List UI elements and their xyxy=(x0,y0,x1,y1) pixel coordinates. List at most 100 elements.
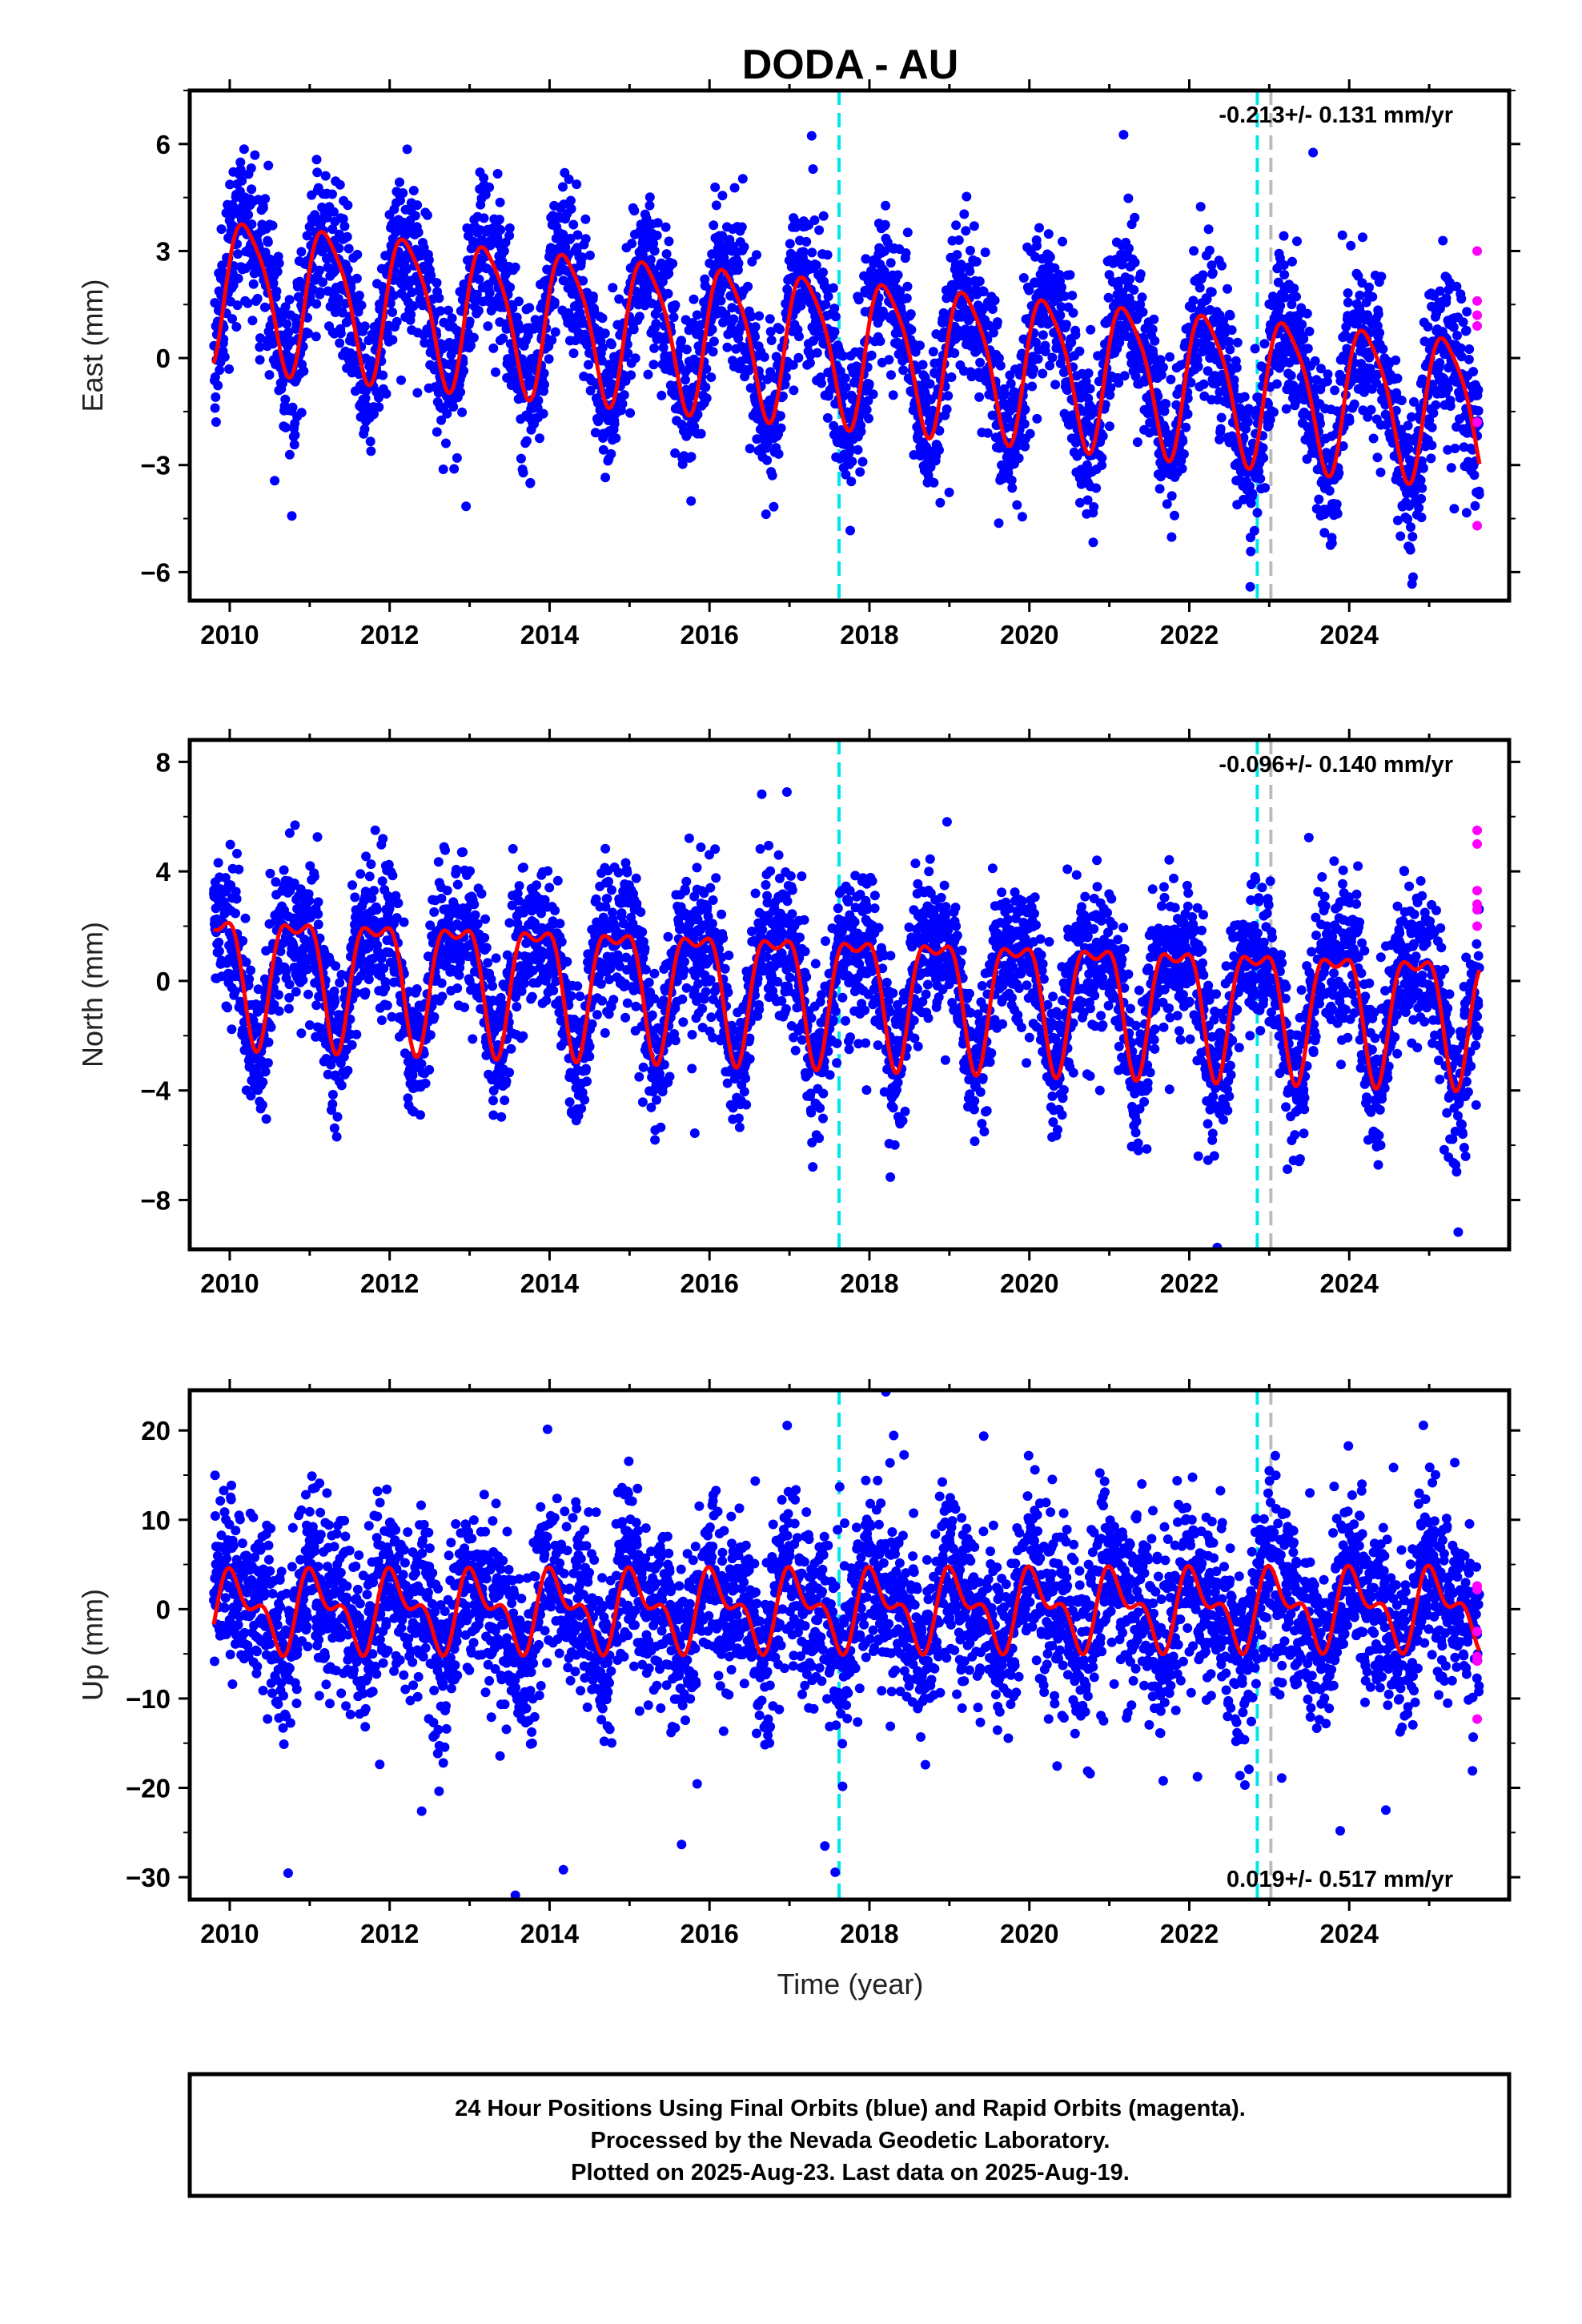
final-orbit-point xyxy=(716,296,726,306)
final-orbit-point xyxy=(227,314,237,324)
final-orbit-point xyxy=(371,905,382,915)
final-orbit-point xyxy=(572,179,582,190)
final-orbit-point xyxy=(565,233,576,243)
final-orbit-point xyxy=(1203,366,1213,376)
final-orbit-point xyxy=(296,1028,307,1039)
final-orbit-point xyxy=(1204,245,1215,255)
final-orbit-point xyxy=(558,182,568,192)
final-orbit-point xyxy=(649,343,660,353)
final-orbit-point xyxy=(216,224,227,235)
final-orbit-point xyxy=(350,892,360,903)
final-orbit-point xyxy=(767,470,777,480)
final-orbit-point xyxy=(263,1058,273,1068)
final-orbit-point xyxy=(315,287,325,297)
final-orbit-point xyxy=(413,227,424,238)
final-orbit-point xyxy=(840,373,850,384)
final-orbit-point xyxy=(232,300,243,311)
final-orbit-point xyxy=(1082,495,1093,505)
final-orbit-point xyxy=(1091,483,1102,493)
final-orbit-point xyxy=(338,214,348,224)
final-orbit-point xyxy=(1368,433,1379,444)
rapid-orbit-point xyxy=(1472,321,1483,331)
final-orbit-point xyxy=(270,476,280,486)
final-orbit-point xyxy=(864,413,873,424)
final-orbit-point xyxy=(1118,130,1129,140)
final-orbit-point xyxy=(1231,363,1242,373)
final-orbit-point xyxy=(568,348,579,359)
final-orbit-point xyxy=(717,191,728,201)
final-orbit-point xyxy=(823,292,833,302)
final-orbit-point xyxy=(298,975,308,985)
final-orbit-point xyxy=(241,957,251,967)
final-orbit-point xyxy=(351,273,362,283)
final-orbit-point xyxy=(1061,320,1071,330)
final-orbit-point xyxy=(1062,385,1073,396)
final-orbit-point xyxy=(1408,572,1418,582)
final-orbit-point xyxy=(311,155,322,165)
final-orbit-point xyxy=(1324,485,1335,496)
final-orbit-point xyxy=(1153,391,1163,401)
final-orbit-point xyxy=(436,415,447,425)
final-orbit-point xyxy=(600,472,611,483)
final-orbit-point xyxy=(1121,332,1131,341)
final-orbit-point xyxy=(364,871,375,882)
final-orbit-point xyxy=(752,250,761,260)
final-orbit-point xyxy=(1418,463,1428,473)
final-orbit-point xyxy=(331,961,341,971)
final-orbit-point xyxy=(1057,282,1066,292)
final-orbit-point xyxy=(982,428,993,438)
final-orbit-point xyxy=(401,264,412,275)
final-orbit-point xyxy=(1297,320,1307,330)
final-orbit-point xyxy=(929,477,939,488)
final-orbit-point xyxy=(846,476,857,487)
final-orbit-point xyxy=(974,276,985,287)
final-orbit-point xyxy=(351,1029,362,1039)
final-orbit-point xyxy=(247,316,258,326)
final-orbit-point xyxy=(668,259,678,269)
final-orbit-point xyxy=(432,427,442,437)
final-orbit-point xyxy=(393,898,404,908)
final-orbit-point xyxy=(407,287,417,297)
final-orbit-point xyxy=(547,335,557,345)
final-orbit-point xyxy=(211,392,221,402)
final-orbit-point xyxy=(1215,434,1225,444)
final-orbit-point xyxy=(233,273,243,283)
final-orbit-point xyxy=(377,876,387,887)
final-orbit-point xyxy=(1426,453,1436,464)
final-orbit-point xyxy=(1130,212,1140,223)
final-orbit-point xyxy=(231,908,240,919)
final-orbit-point xyxy=(1065,270,1075,280)
final-orbit-point xyxy=(630,353,640,364)
final-orbit-point xyxy=(1075,497,1085,508)
final-orbit-point xyxy=(311,332,321,342)
final-orbit-point xyxy=(775,411,785,421)
final-orbit-point xyxy=(347,1039,357,1050)
final-orbit-point xyxy=(1367,292,1378,302)
final-orbit-point xyxy=(1227,325,1237,336)
y-tick-label: −3 xyxy=(140,451,171,480)
final-orbit-point xyxy=(1195,283,1205,293)
final-orbit-point xyxy=(1265,415,1275,425)
final-orbit-point xyxy=(1199,391,1210,401)
final-orbit-point xyxy=(329,986,339,996)
final-orbit-point xyxy=(974,392,985,402)
final-orbit-point xyxy=(1366,404,1376,415)
final-orbit-point xyxy=(378,370,388,380)
final-orbit-point xyxy=(701,393,712,404)
final-orbit-point xyxy=(670,300,681,310)
final-orbit-point xyxy=(648,360,659,370)
final-orbit-point xyxy=(1416,493,1427,504)
final-orbit-point xyxy=(1474,489,1484,500)
final-orbit-point xyxy=(274,1006,284,1016)
final-orbit-point xyxy=(243,210,254,220)
final-orbit-point xyxy=(1470,501,1480,511)
x-tick-label: 2018 xyxy=(840,620,898,649)
y-tick-label: 0 xyxy=(156,344,171,373)
final-orbit-point xyxy=(268,278,279,288)
final-orbit-point xyxy=(917,360,928,370)
final-orbit-point xyxy=(584,360,593,370)
final-orbit-point xyxy=(259,302,270,312)
final-orbit-point xyxy=(1392,373,1403,384)
final-orbit-point xyxy=(303,328,313,339)
final-orbit-point xyxy=(1464,354,1474,364)
